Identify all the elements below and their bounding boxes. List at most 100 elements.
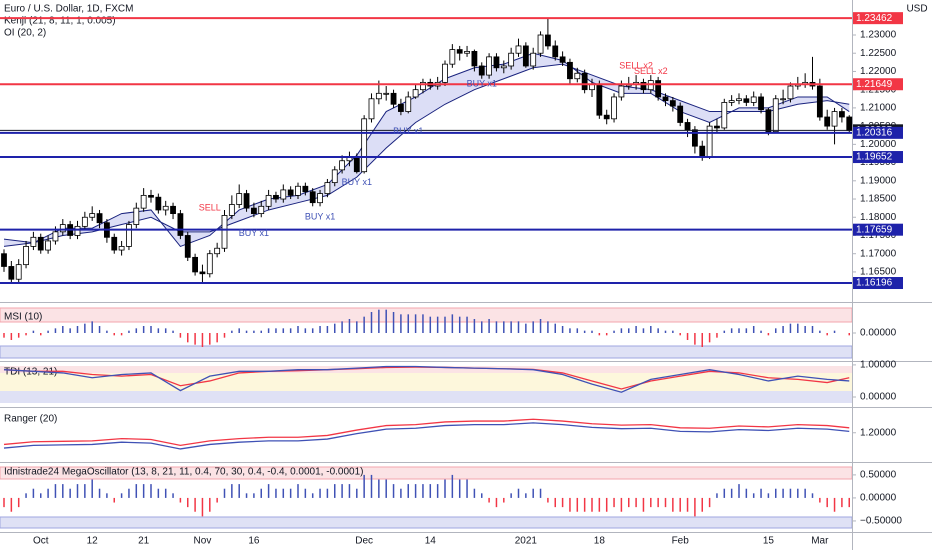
candle-body: [684, 122, 691, 131]
x-tick-label: Feb: [672, 536, 690, 547]
candle-body: [537, 34, 544, 54]
candle-body: [140, 194, 147, 209]
candle-body: [383, 92, 390, 95]
price-level-label: 1.20316: [856, 127, 893, 138]
candle-body: [236, 193, 243, 205]
candle-body: [530, 52, 537, 67]
candle-body: [442, 63, 448, 83]
candle-body: [500, 65, 507, 69]
x-tick-label: 18: [594, 536, 606, 547]
y-tick-label: 0.50000: [860, 470, 897, 481]
candle-body: [846, 116, 853, 131]
x-tick-label: 15: [763, 536, 775, 547]
candle-body: [324, 182, 331, 194]
candle-body: [412, 89, 419, 98]
candle-body: [420, 81, 426, 91]
y-tick-label: 1.19000: [860, 175, 897, 186]
candle-body: [96, 213, 103, 224]
candle-body: [37, 236, 44, 251]
candle-body: [714, 125, 720, 129]
y-tick-label: 1.20000: [860, 139, 897, 150]
price-level-box: [853, 277, 903, 290]
candle-body: [736, 98, 742, 102]
candle-body: [567, 61, 573, 80]
candle-body: [728, 100, 735, 103]
candle-body: [611, 96, 617, 120]
candle-body: [214, 247, 221, 255]
signal-label: BUY x1: [342, 177, 372, 187]
pane-title: MSI (10): [4, 312, 42, 323]
price-level-label: 1.19652: [856, 152, 893, 163]
y-tick-label: 1.18000: [860, 212, 897, 223]
candle-body: [721, 102, 728, 129]
candle-body: [692, 129, 698, 147]
candle-body: [228, 204, 235, 216]
y-tick-label: 1.18500: [860, 194, 897, 205]
candle-body: [184, 235, 191, 258]
candle-body: [331, 169, 338, 184]
moving-average: [3, 63, 850, 244]
candle-body: [522, 45, 529, 67]
candle-body: [486, 56, 493, 76]
msi-lower-band: [0, 345, 853, 359]
price-level-label: 1.21649: [856, 79, 893, 90]
candle-body: [375, 92, 382, 100]
candle-body: [677, 105, 684, 123]
price-level-box: [853, 151, 903, 164]
candle-body: [405, 96, 412, 112]
candle-body: [816, 85, 823, 118]
indicator-line: [3, 365, 850, 393]
candle-body: [192, 256, 199, 273]
tdi-middle-band: [0, 373, 852, 391]
candle-body: [15, 264, 22, 280]
candle-body: [397, 103, 404, 112]
candle-body: [81, 216, 88, 227]
candle-body: [309, 191, 316, 204]
signal-label: SELL x2: [634, 66, 668, 76]
y-tick-label: 0.00000: [860, 392, 897, 403]
x-tick-label: 16: [248, 536, 260, 547]
tdi-upper-band: [0, 366, 852, 373]
y-tick-label: 0.00000: [860, 493, 897, 504]
ma-cloud: [4, 53, 850, 247]
y-tick-label: 1.22500: [860, 48, 897, 59]
candle-body: [758, 96, 764, 111]
price-level-box: [853, 78, 903, 91]
x-tick-label: Nov: [194, 536, 212, 547]
candle-body: [353, 156, 360, 173]
candle-body: [111, 236, 118, 251]
candle-body: [339, 160, 346, 171]
candle-body: [258, 205, 265, 215]
candle-body: [265, 194, 272, 207]
signal-label: BUY x1: [467, 79, 497, 89]
candle-body: [155, 196, 162, 211]
y-tick-label: 1.17000: [860, 248, 897, 259]
candle-body: [361, 118, 368, 173]
candle-body: [449, 49, 456, 65]
candle-body: [30, 236, 37, 247]
candle-body: [662, 96, 669, 102]
candle-body: [772, 98, 779, 132]
candle-body: [368, 98, 375, 120]
signal-label: SELL x2: [619, 60, 653, 70]
price-level-label: 1.23462: [856, 13, 893, 24]
candle-body: [471, 50, 478, 67]
candle-body: [552, 45, 559, 58]
signal-label: BUY x1: [239, 228, 269, 238]
price-level-box: [853, 126, 903, 139]
candle-body: [839, 111, 845, 118]
candle-body: [765, 109, 772, 132]
candle-body: [52, 231, 59, 242]
candle-body: [89, 213, 96, 218]
candle-body: [478, 65, 485, 76]
candle-body: [669, 100, 676, 107]
candle-body: [545, 34, 551, 47]
y-tick-label: 1.22000: [860, 66, 897, 77]
candle-body: [206, 253, 213, 275]
candle-body: [133, 207, 140, 225]
candle-body: [640, 81, 647, 91]
indicator-line: [3, 422, 850, 450]
candle-body: [280, 189, 287, 200]
candle-body: [655, 80, 662, 98]
